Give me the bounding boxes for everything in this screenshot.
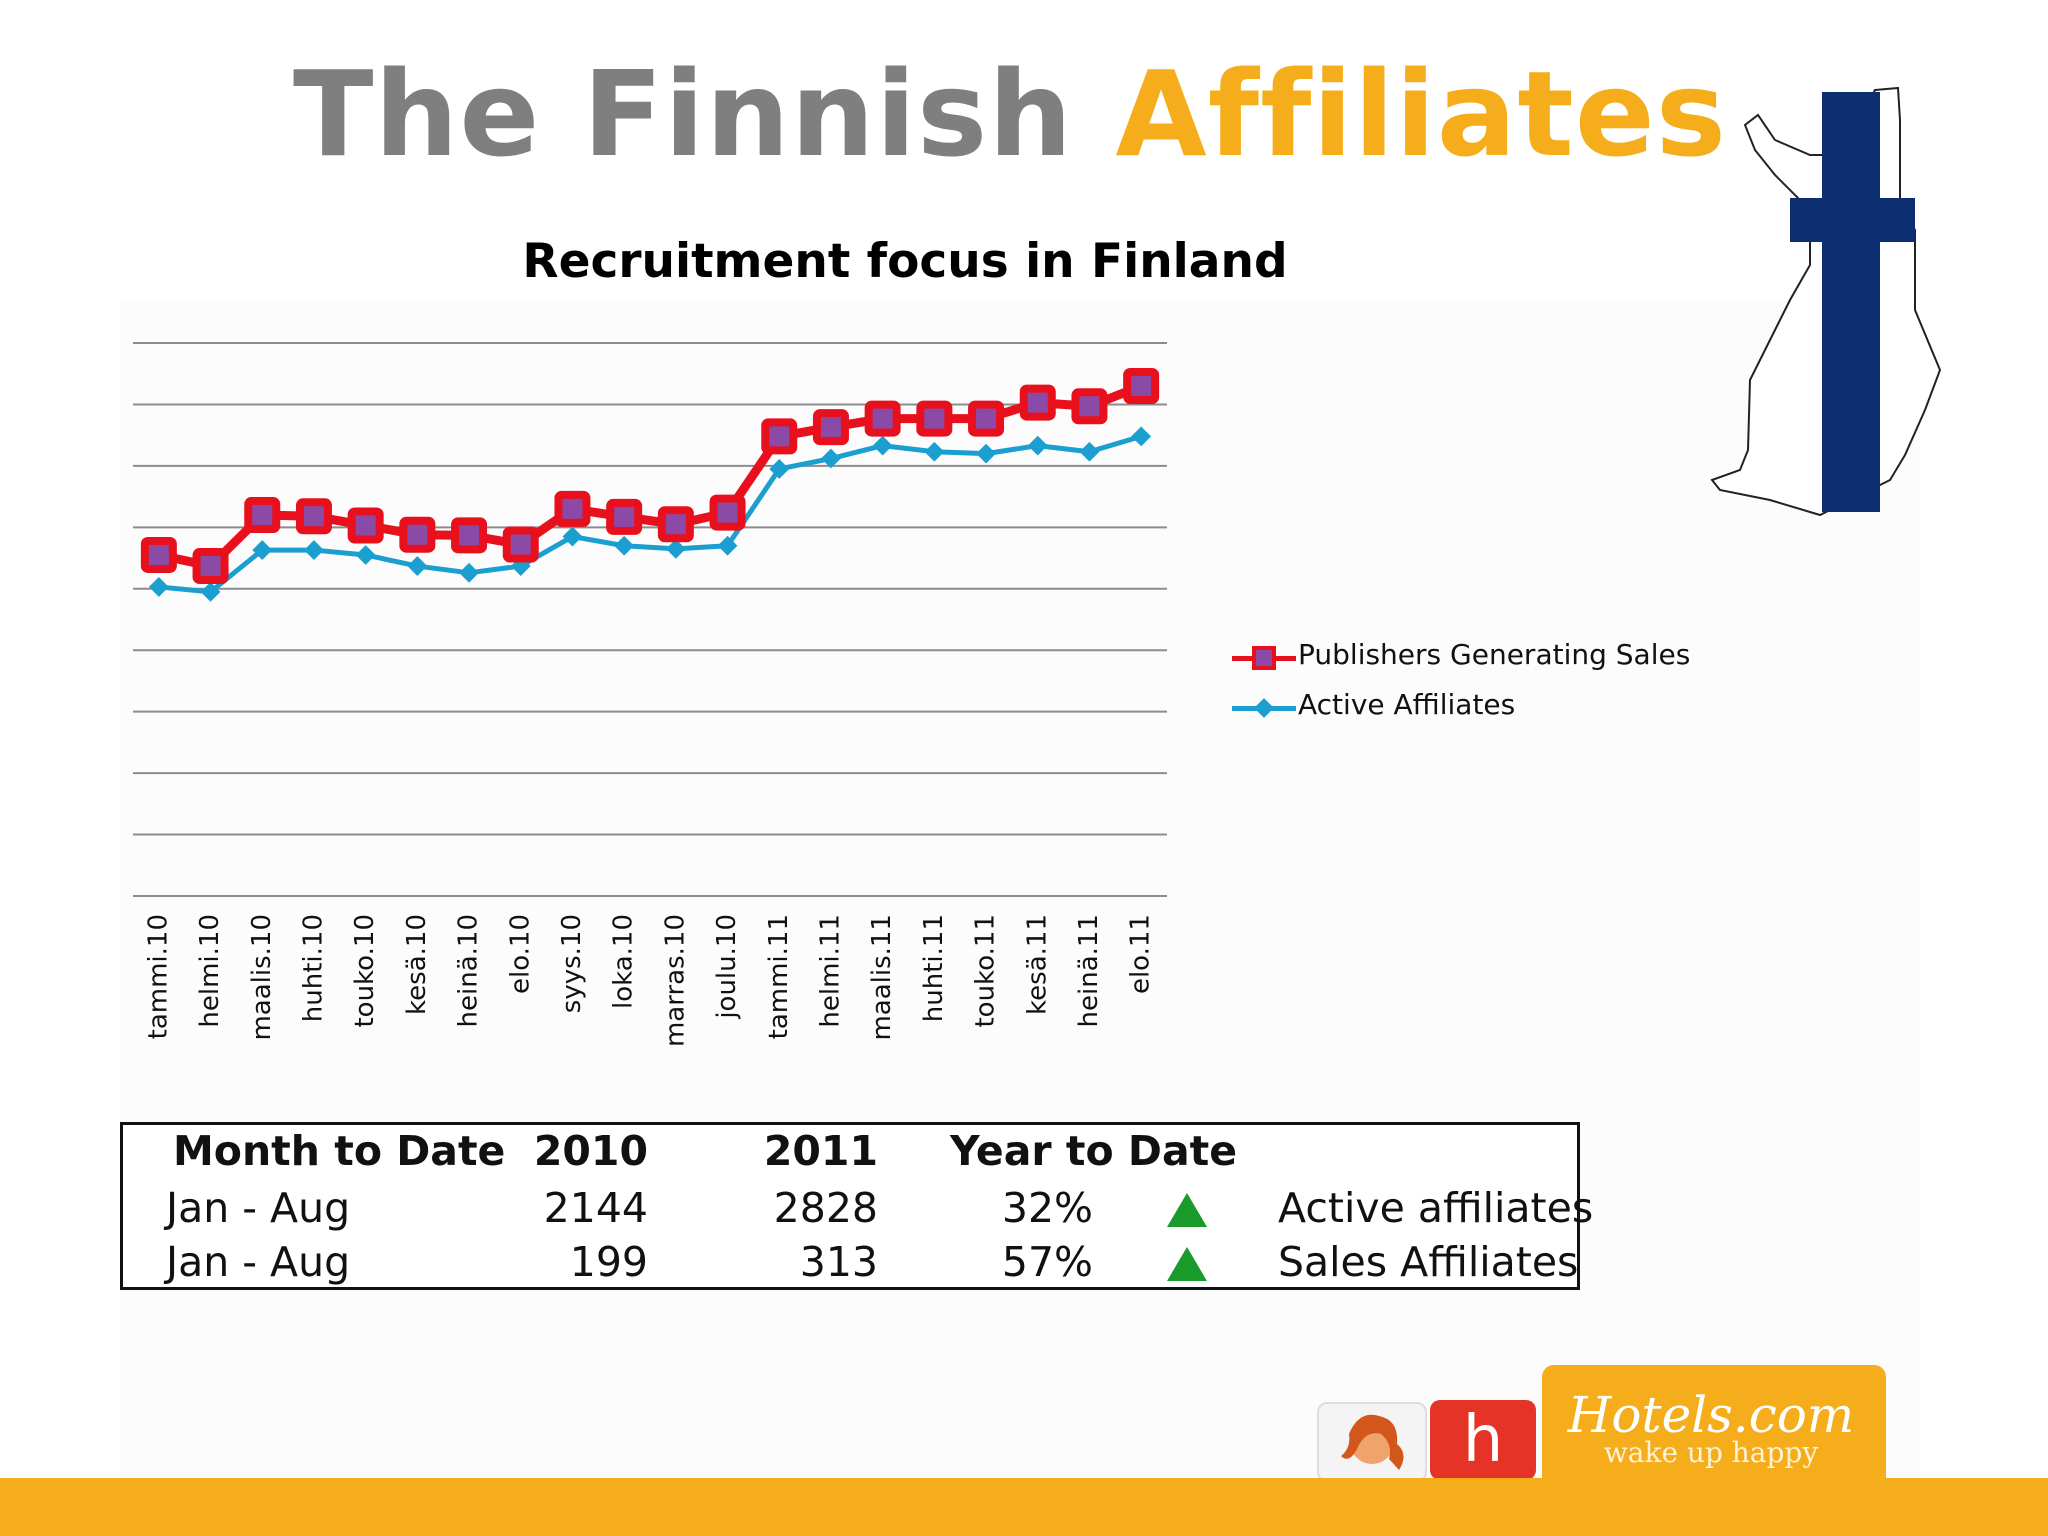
title-part-1: The Finnish [292,45,1074,183]
data-point-publishers [244,497,281,534]
data-point-active-affiliates [355,545,376,565]
data-point-publishers [347,507,384,544]
data-point-active-affiliates [407,556,428,576]
hotels-logo-tab [1542,1365,1886,1480]
header-2011: 2011 [763,1127,878,1175]
bottom-bar [0,1478,2048,1536]
data-point-publishers [140,536,177,573]
row-2-label: Sales Affiliates [1278,1238,1579,1286]
data-point-publishers [192,548,229,585]
row-2-2010: 199 [569,1238,648,1286]
row-2-2011: 313 [799,1238,878,1286]
title-part-2: Affiliates [1115,45,1728,183]
data-point-active-affiliates [717,535,738,556]
data-point-active-affiliates [252,540,273,560]
data-point-active-affiliates [821,448,841,469]
data-point-publishers [606,498,643,535]
x-tick-label: heinä.11 [1074,914,1104,1027]
data-point-publishers [554,490,591,527]
page-title: The Finnish Affiliates [0,45,2020,183]
x-tick-label: helmi.10 [195,914,225,1028]
x-tick-label: elo.10 [505,914,535,994]
data-point-active-affiliates [1079,441,1100,462]
row-1-period: Jan - Aug [166,1184,351,1232]
data-point-publishers [968,400,1005,437]
row-1-ytd: 32% [1001,1184,1093,1232]
data-point-publishers [295,498,332,535]
data-point-publishers [399,516,436,553]
data-point-publishers [812,409,849,446]
data-point-publishers [1123,368,1160,405]
x-tick-label: loka.10 [609,914,639,1009]
x-tick-label: elo.11 [1126,914,1156,994]
data-point-active-affiliates [148,577,169,597]
data-point-active-affiliates [304,540,324,560]
x-tick-label: maalis.11 [867,914,897,1041]
up-triangle-icon [1167,1193,1207,1227]
x-tick-label: tammi.10 [143,914,173,1039]
data-point-active-affiliates [976,443,996,464]
data-point-active-affiliates [665,538,686,559]
x-tick-label: joulu.10 [712,914,742,1020]
header-2010: 2010 [533,1127,648,1175]
data-point-active-affiliates [769,459,790,479]
data-point-publishers [657,506,694,543]
x-tick-label: kesä.10 [402,914,432,1015]
x-tick-label: syys.10 [557,914,587,1013]
row-1-2010: 2144 [543,1184,648,1232]
row-1-label: Active affiliates [1278,1184,1594,1232]
venus-logo-icon [1317,1402,1427,1482]
row-1-2011: 2828 [773,1184,878,1232]
data-point-active-affiliates [562,526,583,547]
x-tick-label: marras.10 [660,914,690,1047]
legend-label-publishers: Publishers Generating Sales [1298,638,1691,671]
x-tick-label: tammi.11 [764,914,794,1039]
data-point-publishers [709,494,746,531]
data-point-publishers [761,418,798,455]
data-point-active-affiliates [924,441,945,462]
finland-flag-map-icon [1710,86,1942,517]
legend-marker-active [1254,698,1274,718]
data-point-active-affiliates [1027,435,1048,456]
header-year-to-date: Year to Date [950,1127,1238,1175]
data-point-active-affiliates [1131,426,1152,447]
x-tick-label: helmi.11 [815,914,845,1028]
x-tick-label: heinä.10 [454,914,484,1027]
data-point-publishers [451,517,488,554]
hotels-h-badge: h [1430,1400,1536,1480]
chart-title: Recruitment focus in Finland [522,234,1288,289]
x-tick-label: huhti.10 [298,914,328,1022]
legend-marker-publishers [1252,646,1276,670]
x-tick-label: huhti.11 [919,914,949,1022]
x-tick-label: touko.11 [971,914,1001,1028]
header-month-to-date: Month to Date [173,1127,506,1175]
legend-label-active: Active Affiliates [1298,688,1516,721]
data-point-publishers [502,526,539,563]
data-point-active-affiliates [459,562,479,583]
hotels-logo-text: Hotels.com [1567,1386,1855,1444]
data-point-active-affiliates [872,435,893,456]
summary-table: Month to Date 2010 2011 Year to Date Jan… [120,1122,1593,1290]
data-point-publishers [1019,384,1056,421]
data-point-publishers [916,400,953,437]
up-triangle-icon [1167,1247,1207,1281]
x-tick-label: touko.10 [350,914,380,1028]
line-chart: tammi.10 helmi.10 maalis.10 huhti.10 touko.1… [133,342,1167,1047]
row-2-ytd: 57% [1001,1238,1093,1286]
legend-item-publishers: Publishers Generating Sales [1232,638,1692,678]
x-tick-label: maalis.10 [247,914,277,1041]
data-point-active-affiliates [614,535,635,556]
x-tick-label: kesä.11 [1022,914,1052,1015]
data-point-publishers [864,400,901,437]
hotels-tagline: wake up happy [1603,1436,1819,1469]
legend-item-active: Active Affiliates [1232,688,1692,728]
row-2-period: Jan - Aug [166,1238,351,1286]
data-point-publishers [1071,388,1108,425]
